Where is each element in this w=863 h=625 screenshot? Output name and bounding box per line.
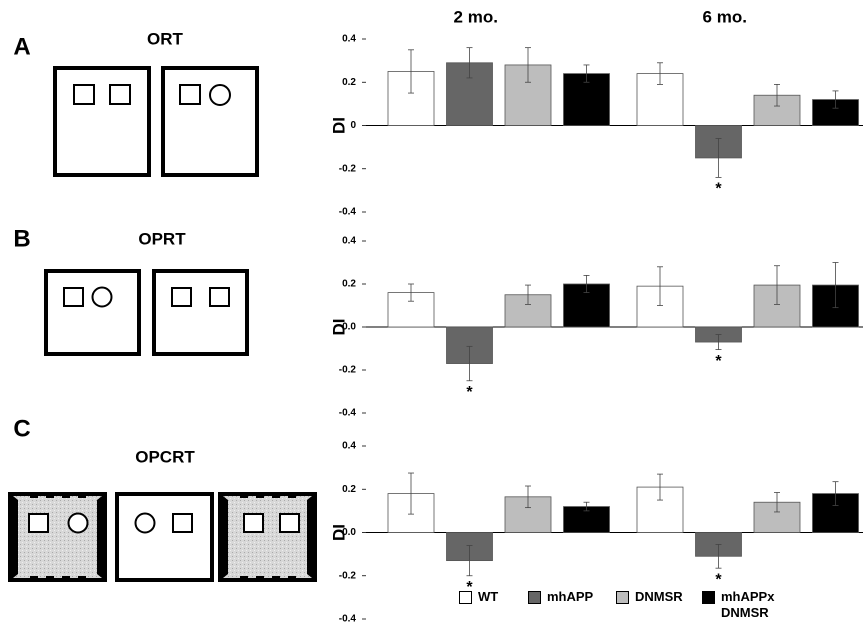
y-tick-label: 0.4 — [342, 236, 356, 247]
legend-label: DNMSR — [635, 589, 695, 605]
y-tick-label: 0.0 — [342, 322, 356, 333]
panel-letter: B — [13, 225, 30, 252]
y-tick-label: 0.2 — [342, 484, 356, 495]
legend-swatch — [459, 591, 472, 604]
legend-item: mhAPPx DNMSR — [702, 589, 781, 621]
y-tick-label: -0.4 — [339, 614, 357, 625]
panel-letter: C — [13, 415, 30, 442]
legend-swatch — [528, 591, 541, 604]
y-tick-label: -0.4 — [339, 207, 357, 218]
y-tick-label: 0 — [350, 120, 356, 131]
legend-label: mhAPPx DNMSR — [721, 589, 781, 621]
y-tick-label: 0.4 — [342, 441, 356, 452]
panel-title: ORT — [147, 29, 184, 48]
y-tick-label: -0.4 — [339, 408, 357, 419]
legend-item: WT — [459, 589, 538, 605]
chart: AORTDI-0.4-0.200.20.42 mo.6 mo.*BOPRTDI-… — [0, 0, 863, 625]
category-label: 2 mo. — [454, 7, 498, 26]
legend-swatch — [702, 591, 715, 604]
y-tick-label: 0.2 — [342, 279, 356, 290]
significance-mark: * — [466, 384, 473, 401]
y-tick-label: 0.2 — [342, 77, 356, 88]
y-axis-label: DI — [329, 117, 348, 134]
category-label: 6 mo. — [703, 7, 747, 26]
panel-letter: A — [13, 33, 30, 60]
significance-mark: * — [715, 181, 722, 198]
legend-item: mhAPP — [528, 589, 607, 605]
y-tick-label: -0.2 — [339, 163, 357, 174]
significance-mark: * — [715, 571, 722, 588]
y-tick-label: -0.2 — [339, 570, 357, 581]
y-tick-label: 0.0 — [342, 527, 356, 538]
figure: AORTDI-0.4-0.200.20.42 mo.6 mo.*BOPRTDI-… — [0, 0, 863, 625]
legend-label: mhAPP — [547, 589, 607, 605]
y-tick-label: 0.4 — [342, 34, 356, 45]
legend-item: DNMSR — [616, 589, 695, 605]
diagram-b — [46, 271, 247, 354]
diagram-a — [55, 68, 257, 175]
significance-mark: * — [715, 353, 722, 370]
diagram-c — [8, 492, 317, 582]
panel-title: OPRT — [138, 229, 186, 248]
legend-swatch — [616, 591, 629, 604]
y-tick-label: -0.2 — [339, 365, 357, 376]
panel-title: OPCRT — [135, 447, 195, 466]
